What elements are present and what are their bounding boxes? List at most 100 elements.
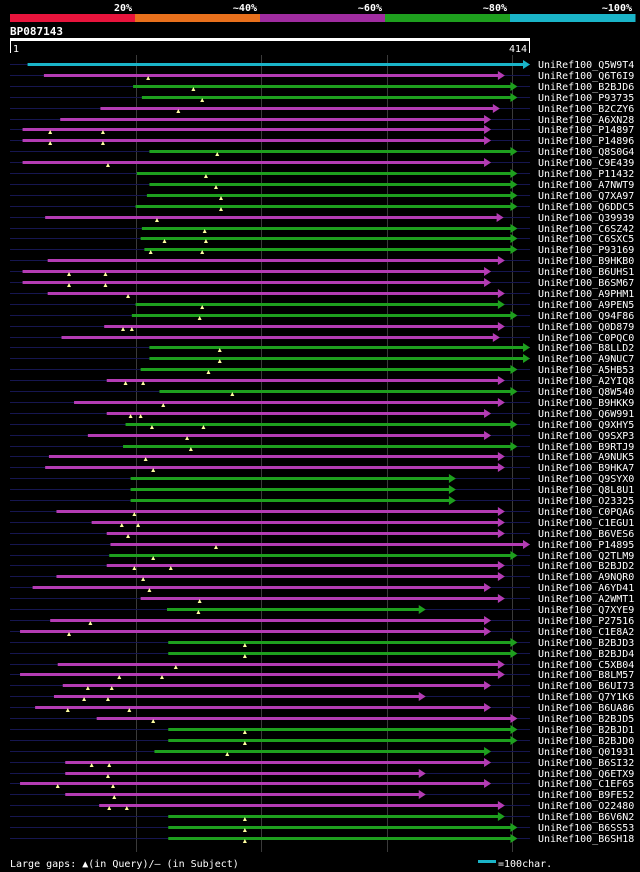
hit-row: UniRef100_B2BJD0	[10, 736, 634, 747]
hit-bar	[168, 815, 499, 818]
query-gap-marker	[219, 207, 224, 211]
hit-label: UniRef100_B9FE52	[538, 790, 634, 801]
query-gap-marker	[217, 348, 222, 352]
hit-row: UniRef100_B2BJD2	[10, 561, 634, 572]
hit-bar	[131, 314, 512, 317]
hit-bar	[22, 270, 486, 273]
hit-arrow-head	[510, 191, 518, 200]
hit-row: UniRef100_C0PQA6	[10, 507, 634, 518]
hit-bar	[100, 107, 494, 110]
hit-row: UniRef100_A6XN28	[10, 115, 634, 126]
hit-row: UniRef100_C9E439	[10, 158, 634, 169]
query-gap-marker	[55, 784, 60, 788]
hit-row: UniRef100_B8LM57	[10, 670, 634, 681]
hit-arrow-head	[497, 256, 505, 265]
hit-bar	[106, 412, 486, 415]
identity-scale-labels: 20% ~40% ~60% ~80% ~100%	[114, 3, 632, 14]
hit-bar	[43, 74, 499, 77]
hit-bar	[22, 128, 486, 131]
hit-bar	[144, 248, 512, 251]
query-gap-marker	[67, 283, 72, 287]
hit-arrow-head	[484, 431, 492, 440]
query-start-tick	[10, 41, 11, 53]
hit-arrow-head	[510, 442, 518, 451]
hit-arrow-head	[510, 169, 518, 178]
hit-label: UniRef100_A2YIQ8	[538, 376, 634, 387]
query-gap-marker	[242, 654, 247, 658]
query-gap-marker	[107, 763, 112, 767]
hit-row: UniRef100_P14896	[10, 136, 634, 147]
hit-bar	[168, 652, 512, 655]
query-gap-marker	[141, 577, 146, 581]
hit-row: UniRef100_Q9XHY5	[10, 420, 634, 431]
query-gap-marker	[185, 436, 190, 440]
hit-bar	[48, 455, 499, 458]
query-gap-marker	[219, 196, 224, 200]
hit-label: UniRef100_B8LLD2	[538, 343, 634, 354]
query-gap-marker	[168, 566, 173, 570]
hit-row: UniRef100_P93169	[10, 245, 634, 256]
hit-arrow-head	[497, 452, 505, 461]
hit-row: UniRef100_B6UA86	[10, 703, 634, 714]
hit-label: UniRef100_Q9SYX0	[538, 474, 634, 485]
hit-bar	[65, 761, 486, 764]
query-gap-marker	[196, 610, 201, 614]
query-gap-marker	[146, 76, 151, 80]
hit-arrow-head	[510, 234, 518, 243]
hit-arrow-head	[510, 420, 518, 429]
hit-bar	[22, 161, 486, 164]
hit-row: UniRef100_Q9SYX0	[10, 474, 634, 485]
hit-label: UniRef100_B2BJD2	[538, 561, 634, 572]
query-gap-marker	[151, 468, 156, 472]
hit-label: UniRef100_A9NUC7	[538, 354, 634, 365]
hit-row: UniRef100_C6SXC5	[10, 234, 634, 245]
query-gap-marker	[213, 545, 218, 549]
hit-row: UniRef100_B8LLD2	[10, 343, 634, 354]
hit-arrow-head	[497, 670, 505, 679]
hit-label: UniRef100_Q7XYE9	[538, 605, 634, 616]
query-gap-marker	[242, 643, 247, 647]
hit-arrow-head	[497, 289, 505, 298]
hit-label: UniRef100_C1EGU1	[538, 518, 634, 529]
hit-row: UniRef100_B2BJD6	[10, 82, 634, 93]
hit-bar	[135, 303, 499, 306]
hit-arrow-head	[510, 823, 518, 832]
hit-row: UniRef100_B6V6N2	[10, 812, 634, 823]
hit-bar	[140, 597, 499, 600]
hit-row: UniRef100_A2WMT1	[10, 594, 634, 605]
hit-arrow-head	[510, 147, 518, 156]
hit-row: UniRef100_B6SH18	[10, 834, 634, 845]
query-gap-marker	[85, 686, 90, 690]
query-gap-marker	[176, 109, 181, 113]
hit-arrow-head	[523, 540, 530, 549]
query-gap-marker	[188, 447, 193, 451]
query-gap-marker	[132, 566, 137, 570]
hit-label: UniRef100_Q01931	[538, 747, 634, 758]
hit-row: UniRef100_B6UI73	[10, 681, 634, 692]
hit-arrow-head	[484, 267, 492, 276]
query-gap-marker	[151, 556, 156, 560]
query-gap-marker	[121, 327, 126, 331]
hit-label: UniRef100_A6XN28	[538, 115, 634, 126]
hit-row: UniRef100_Q7Y1K6	[10, 692, 634, 703]
hit-bar	[149, 183, 512, 186]
query-gap-marker	[213, 185, 218, 189]
query-gap-marker	[162, 239, 167, 243]
hit-label: UniRef100_C0PQA6	[538, 507, 634, 518]
hit-row: UniRef100_Q8L8U1	[10, 485, 634, 496]
hit-label: UniRef100_P93735	[538, 93, 634, 104]
hit-arrow-head	[510, 714, 518, 723]
hit-row: UniRef100_B6UHS1	[10, 267, 634, 278]
hit-arrow-head	[448, 485, 456, 494]
hit-arrow-head	[510, 82, 518, 91]
hit-row: UniRef100_B6SM67	[10, 278, 634, 289]
hit-row: UniRef100_B2BJD5	[10, 714, 634, 725]
hit-row: UniRef100_B2BJD4	[10, 649, 634, 660]
hit-row: UniRef100_B9RTJ9	[10, 442, 634, 453]
hit-row: UniRef100_C0PQC0	[10, 333, 634, 344]
hit-label: UniRef100_C5XB04	[538, 660, 634, 671]
hit-row: UniRef100_P93735	[10, 93, 634, 104]
hit-arrow-head	[484, 115, 492, 124]
hit-bar	[20, 673, 499, 676]
